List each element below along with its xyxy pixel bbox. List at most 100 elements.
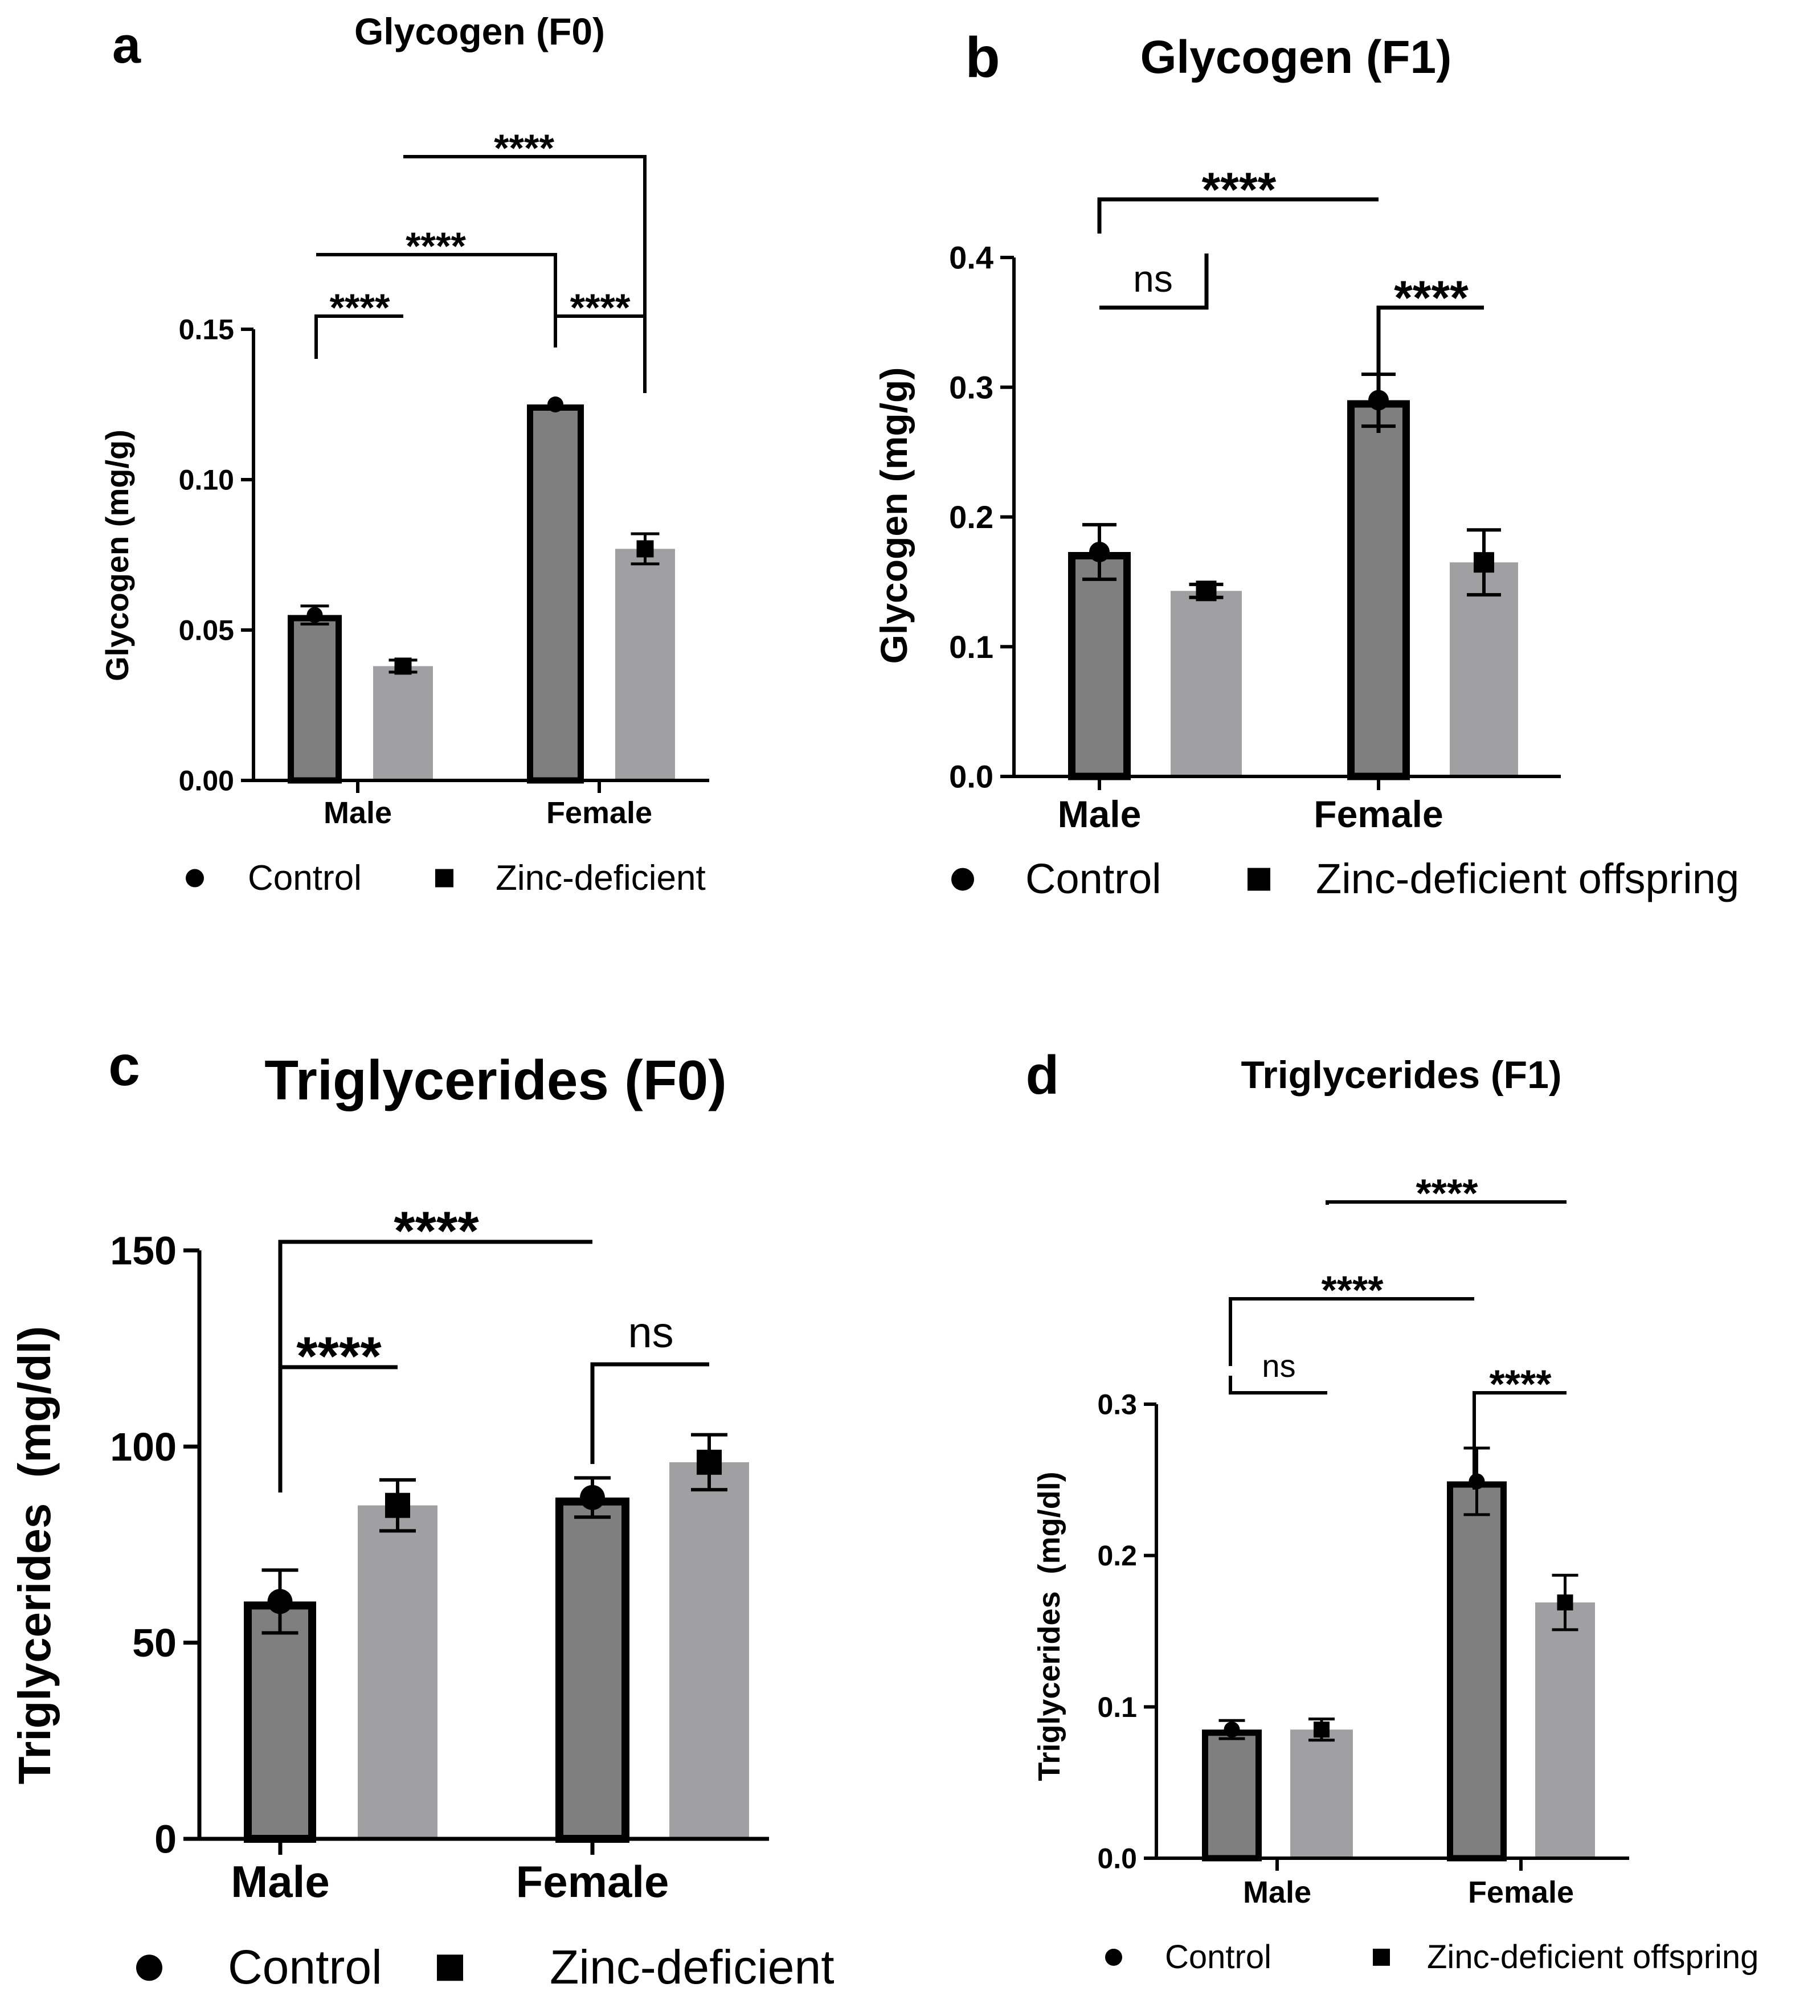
significance-label: ns [1262,1348,1295,1384]
legend-label: Control [1165,1939,1271,1976]
data-point-marker [1557,1594,1573,1611]
legend-item-control: Control [1105,1939,1271,1976]
bar-zinc-deficient-male [358,1505,437,1839]
legend-item-control: Control [136,1940,382,1994]
legend-label: Control [228,1940,382,1994]
bar-zinc-deficient-female [669,1462,749,1839]
chart-panel-d: d Triglycerides (F1) Triglycerides (mg/dl)… [1026,1045,1759,1976]
legend-label: Control [1025,855,1161,902]
y-tick-label: 0.1 [949,629,993,665]
legend-item-zinc-deficient: Zinc-deficient offspring [1248,855,1739,902]
legend-square-marker [435,869,453,888]
data-point-marker [1474,552,1494,573]
data-point-marker [385,1492,410,1518]
legend-square-marker [1373,1948,1390,1966]
legend-label: Zinc-deficient [550,1940,835,1994]
bar-control-male [1202,1729,1262,1862]
legend-circle-marker [136,1954,162,1981]
legend-circle-marker [951,868,974,891]
y-axis-label: Triglycerides (mg/dl) [1032,1471,1066,1781]
significance-label: **** [406,224,466,268]
x-tick-label: Female [1468,1875,1574,1909]
y-tick-label: 0.10 [179,464,234,496]
chart-title: Triglycerides (F1) [1241,1053,1561,1097]
x-tick-label: Male [1058,793,1142,835]
significance-bracket: ns [1229,1348,1327,1395]
significance-label: ns [628,1308,673,1357]
significance-label: **** [570,286,631,329]
significance-label: **** [1202,162,1277,216]
y-tick-label: 0.2 [949,499,993,535]
bar-zinc-deficient-male [373,666,433,780]
x-tick-label: Male [324,796,392,830]
bar-zinc-deficient-female [615,549,675,780]
legend-square-marker [437,1954,463,1981]
significance-label: **** [1394,271,1469,324]
significance-label: ns [1133,257,1173,300]
panel-letter: c [108,1034,140,1098]
legend-label: Control [248,858,362,898]
y-tick-label: 0 [154,1817,177,1862]
data-point-marker [1089,541,1110,562]
data-point-marker [306,607,323,623]
data-point-marker [1196,580,1217,602]
panel-letter: a [112,17,141,74]
significance-bracket: **** [554,286,645,347]
significance-label: **** [296,1326,382,1387]
legend-circle-marker [186,869,204,888]
chart-panel-c: c Triglycerides (F0) Triglycerides (mg/dl)… [9,1034,835,1994]
panel-letter: b [965,26,1000,89]
bar-zinc-deficient-offspring-male [1290,1729,1353,1858]
bar-control-female [555,1497,629,1843]
y-tick-label: 0.3 [949,369,993,405]
chart-panel-b: b Glycogen (F1) Glycogen (mg/g) 0.0 0.1 0.2 0.… [873,26,1739,902]
y-tick-label: 0.00 [179,765,234,797]
x-tick-label: Female [516,1856,669,1907]
y-tick-label: 0.3 [1097,1389,1137,1421]
bar-control-male [1068,551,1131,780]
y-axis-label: Triglycerides (mg/dl) [9,1326,60,1785]
significance-bracket: **** [278,1201,592,1413]
panel-letter: d [1026,1045,1060,1106]
legend-item-control: Control [951,855,1161,902]
data-point-marker [547,396,563,412]
chart-panel-a: a Glycogen (F0) Glycogen (mg/g) 0.00 0.05 0.1… [99,10,709,898]
legend-label: Zinc-deficient [496,858,706,898]
legend-label: Zinc-deficient offspring [1316,855,1739,902]
significance-label: **** [394,1201,479,1262]
significance-label: **** [1416,1171,1479,1216]
y-tick-label: 100 [110,1425,177,1469]
bar-zinc-deficient-offspring-female [1535,1602,1595,1858]
significance-bracket: **** [314,286,403,359]
x-tick-label: Male [231,1856,329,1907]
y-tick-label: 0.15 [179,314,234,346]
data-point-marker [636,540,654,558]
legend-circle-marker [1105,1948,1122,1966]
y-tick-label: 0.1 [1097,1691,1137,1723]
data-point-marker [697,1449,722,1475]
significance-bracket: **** [1376,271,1484,433]
bar-control-male [288,615,342,784]
significance-bracket: **** [1229,1268,1474,1366]
bar-zinc-deficient-offspring-male [1171,591,1242,776]
y-tick-label: 50 [132,1621,177,1665]
significance-bracket: ns [590,1308,709,1464]
y-axis-label: Glycogen (mg/g) [99,430,135,681]
legend-item-zinc-deficient: Zinc-deficient [435,858,706,898]
significance-bracket: **** [1473,1362,1567,1490]
bar-zinc-deficient-offspring-female [1450,562,1518,776]
x-tick-label: Female [546,796,652,830]
data-point-marker [1314,1721,1330,1738]
legend-square-marker [1248,868,1270,891]
bar-control-female [1447,1481,1507,1862]
significance-label: **** [1322,1268,1384,1312]
y-tick-label: 0.2 [1097,1540,1137,1572]
y-tick-label: 0.4 [949,240,993,276]
significance-bracket: ns [1099,253,1209,310]
significance-label: **** [494,126,554,170]
bar-control-male [244,1601,316,1843]
x-tick-label: Male [1243,1875,1311,1909]
legend-item-control: Control [186,858,362,898]
x-tick-label: Female [1314,793,1443,835]
